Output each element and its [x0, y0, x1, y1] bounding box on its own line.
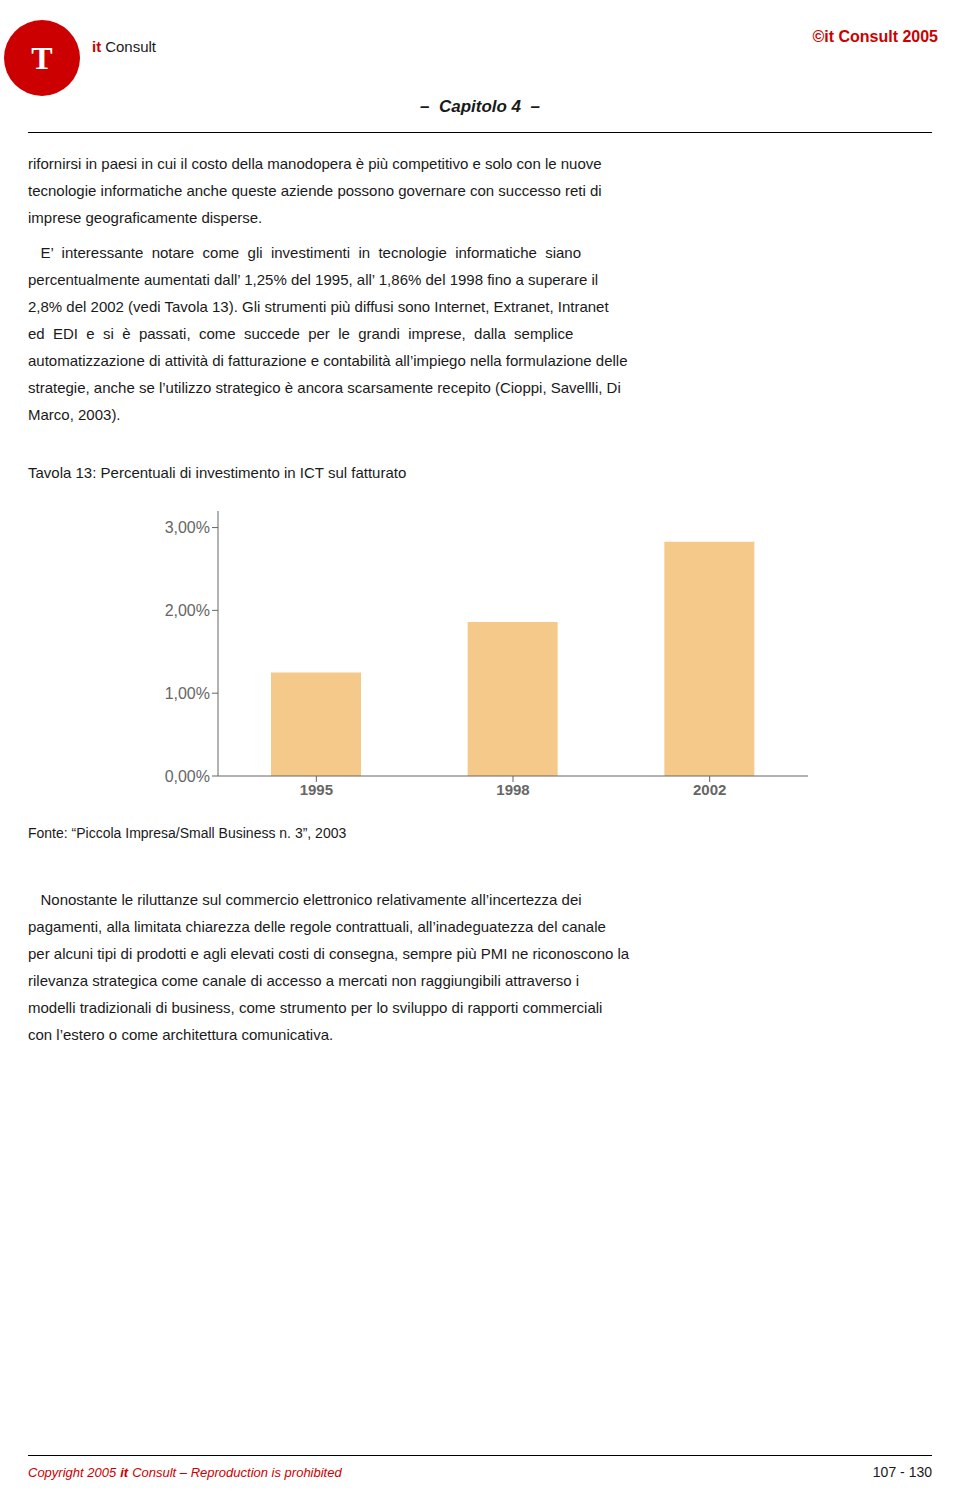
html-text:strategie, anche se l’utilizzo: strategie, anche se l’utilizzo strategic… [28, 379, 621, 396]
html-text:©it Consult 2005: ©it Consult 2005 [812, 28, 938, 45]
svg-text:3,00%: 3,00% [165, 519, 210, 536]
html-text:con l’estero o come architettu: con l’estero o come architettura comunic… [28, 1026, 334, 1043]
html-text:percentualmente aumentati dall: percentualmente aumentati dall’ 1,25% de… [28, 271, 599, 288]
html-text:automatizzazione di attività d: automatizzazione di attività di fatturaz… [28, 352, 628, 369]
svg-text:0,00%: 0,00% [165, 768, 210, 785]
svg-text:2,00%: 2,00% [165, 602, 210, 619]
html-text:E’ interessante notare come gl: E’ interessante notare come gli investim… [28, 244, 582, 261]
svg-text:2002: 2002 [693, 781, 726, 798]
html-text:rifornirsi in paesi in cui il: rifornirsi in paesi in cui il costo dell… [28, 155, 602, 172]
html-text:modelli tradizionali di busine: modelli tradizionali di business, come s… [28, 999, 603, 1016]
html-text:rilevanza strategica come cana: rilevanza strategica come canale di acce… [28, 972, 580, 989]
html-text:Nonostante le riluttanze sul c: Nonostante le riluttanze sul commercio e… [28, 891, 582, 908]
html-text:Tavola 13: Percentuali di inve: Tavola 13: Percentuali di investimento i… [28, 464, 407, 481]
html-text:Fonte: “Piccola Impresa/Small: Fonte: “Piccola Impresa/Small Business n… [28, 825, 347, 841]
html-text:it Consult: it Consult [92, 38, 156, 55]
svg-text:1,00%: 1,00% [165, 685, 210, 702]
svg-text:1998: 1998 [496, 781, 529, 798]
html-text:Copyright 2005 it Consult – Re: Copyright 2005 it Consult – Reproduction… [28, 1465, 342, 1480]
html-text:– Capitolo 4 –: – Capitolo 4 – [420, 97, 540, 116]
html-text:T: T [31, 39, 53, 76]
html-text:107 - 130: 107 - 130 [872, 1464, 932, 1480]
html-text:imprese geograficamente disper: imprese geograficamente disperse. [28, 209, 263, 226]
svg-text:1995: 1995 [300, 781, 333, 798]
html-text:ed EDI e si è passati, come su: ed EDI e si è passati, come succede per … [28, 325, 574, 342]
html-text:tecnologie informatiche anche: tecnologie informatiche anche queste azi… [28, 182, 602, 199]
html-text:pagamenti, alla limitata chiar: pagamenti, alla limitata chiarezza delle… [28, 918, 606, 935]
html-text:2,8% del 2002 (vedi Tavola 13): 2,8% del 2002 (vedi Tavola 13). Gli stru… [28, 298, 609, 315]
html-text:per alcuni tipi di prodotti e: per alcuni tipi di prodotti e agli eleva… [28, 945, 630, 962]
html-text:Marco, 2003).: Marco, 2003). [28, 406, 121, 423]
